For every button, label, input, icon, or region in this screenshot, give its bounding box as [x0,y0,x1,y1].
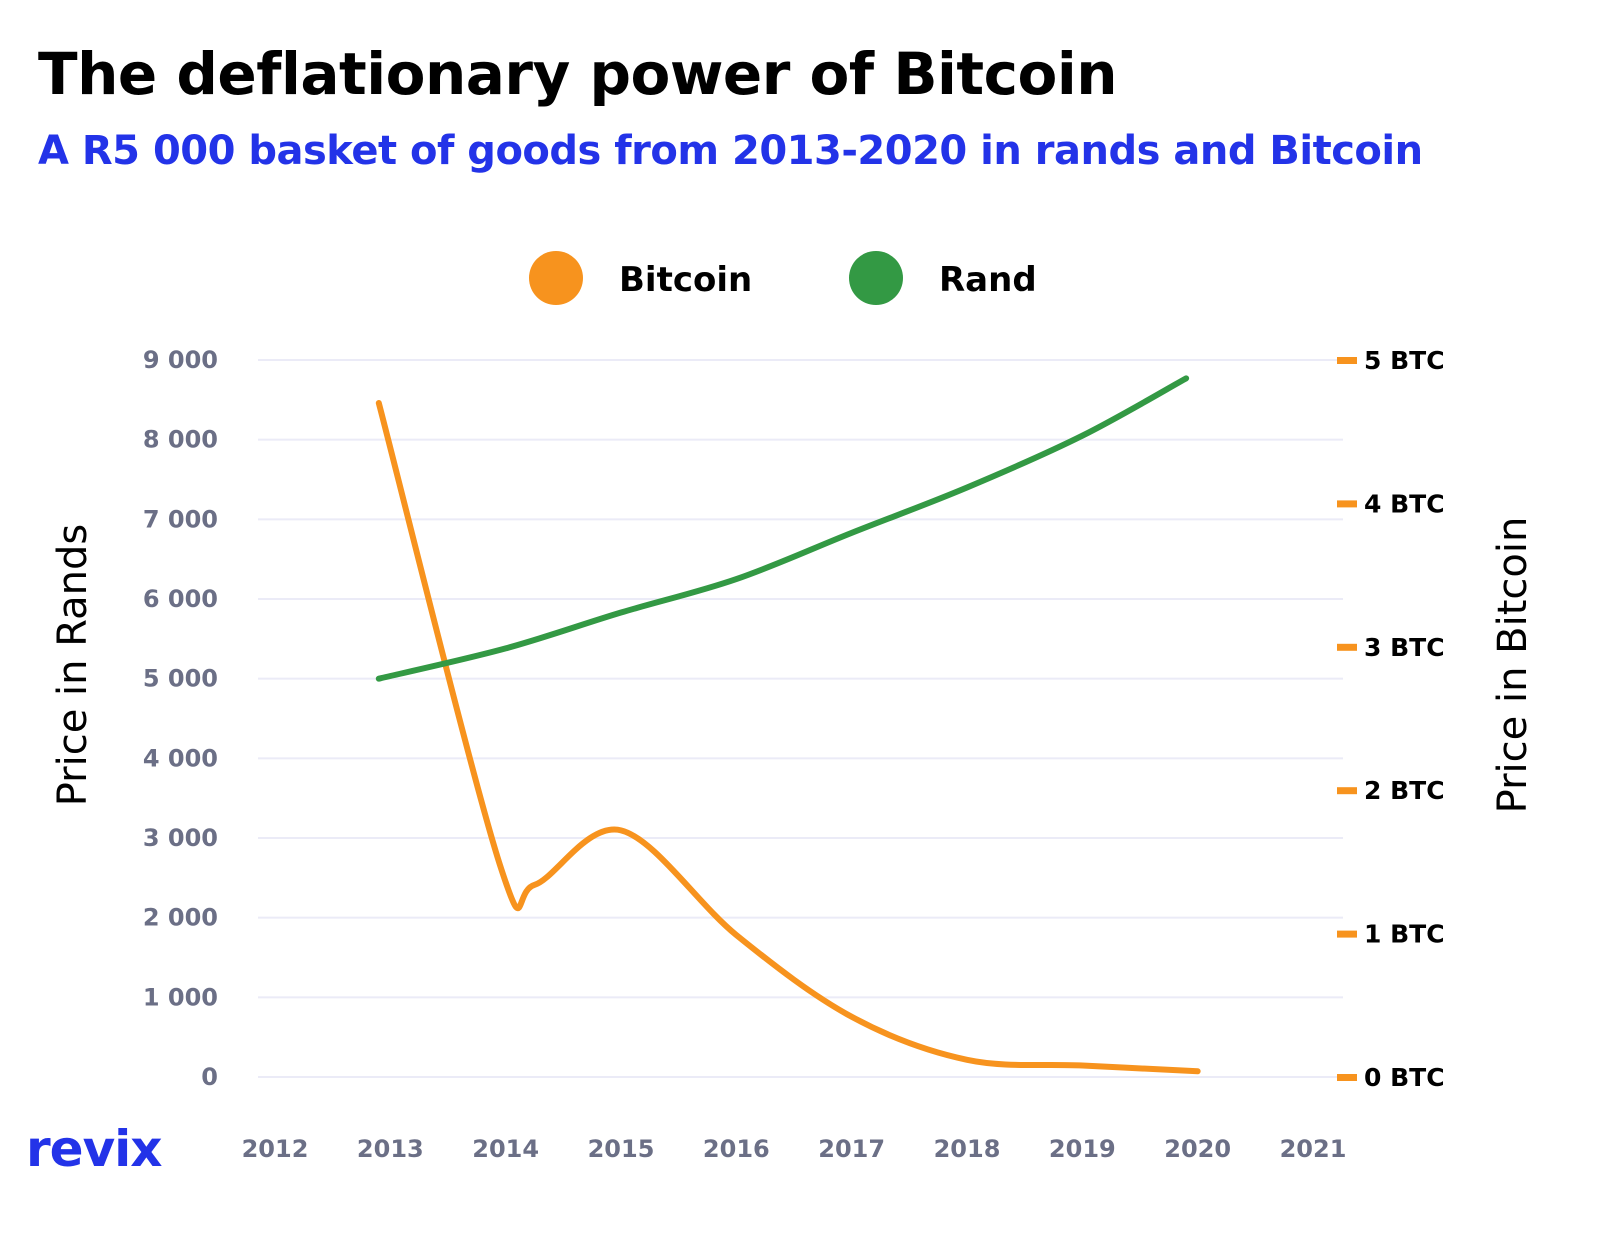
y-tick-label: 2 000 [143,904,218,932]
chart-subtitle: A R5 000 basket of goods from 2013-2020 … [38,128,1423,174]
x-tick-label: 2014 [472,1135,539,1163]
x-tick-label: 2017 [818,1135,885,1163]
y-tick-label: 1 000 [143,983,218,1011]
y-tick-label: 6 000 [143,585,218,613]
legend: Bitcoin Rand [529,251,1037,305]
y2-axis-label: Price in Bitcoin [1490,517,1536,814]
y-tick-label: 7 000 [143,505,218,533]
y2-tick-mark [1337,643,1357,651]
y-tick-label: 9 000 [143,346,218,374]
x-tick-label: 2021 [1280,1135,1347,1163]
series-line-bitcoin [375,400,1201,1075]
y2-tick-label: 3 BTC [1364,633,1445,662]
y2-tick-label: 4 BTC [1364,489,1445,518]
legend-label-bitcoin: Bitcoin [619,260,752,300]
y-tick-label: 4 000 [143,744,218,772]
grid [258,359,1343,1078]
x-tick-label: 2019 [1049,1135,1116,1163]
y2-tick-mark [1337,500,1357,508]
x-tick-label: 2018 [934,1135,1001,1163]
y2-tick-mark [1337,357,1357,364]
legend-swatch-bitcoin [529,251,583,305]
legend-swatch-rand [849,251,903,305]
chart-title: The deflationary power of Bitcoin [38,40,1118,108]
y-tick-label: 8 000 [143,426,218,454]
y2-tick-mark [1337,787,1357,795]
y-tick-label: 3 000 [143,824,218,852]
y2-tick-label: 5 BTC [1364,346,1445,375]
x-tick-label: 2012 [242,1135,309,1163]
series-line-rand [375,375,1190,682]
series-lines [375,375,1201,1075]
x-tick-label: 2013 [357,1135,424,1163]
legend-label-rand: Rand [939,260,1037,300]
revix-logo: revix [26,1120,163,1178]
y-tick-label: 5 000 [143,665,218,693]
y2-tick-label: 1 BTC [1364,920,1445,949]
x-tick-label: 2020 [1164,1135,1231,1163]
tick-labels: 0 1 000 2 000 3 000 4 000 5 000 6 000 7 000 8 00… [143,346,1445,1163]
y-axis-label: Price in Rands [50,524,96,806]
x-tick-label: 2015 [588,1135,655,1163]
x-tick-label: 2016 [703,1135,770,1163]
y2-tick-mark [1337,1074,1357,1081]
y-tick-label: 0 [201,1063,218,1091]
y2-tick-label: 0 BTC [1364,1063,1445,1092]
y2-tick-mark [1337,930,1357,938]
y2-tick-label: 2 BTC [1364,776,1445,805]
